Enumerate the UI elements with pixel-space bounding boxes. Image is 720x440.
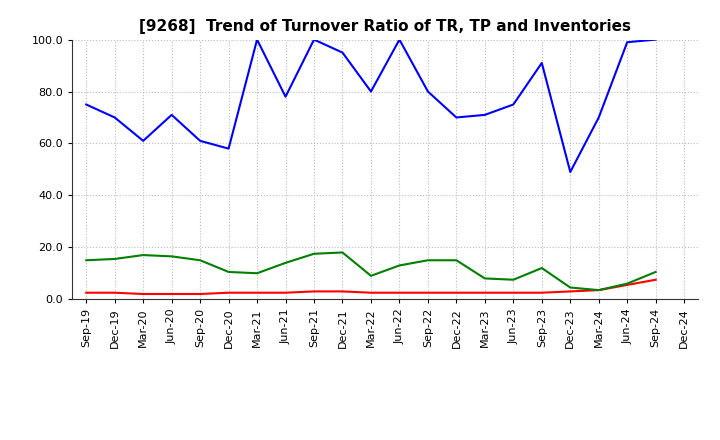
- Trade Payables: [282, 94, 290, 99]
- Inventories: [338, 250, 347, 255]
- Trade Receivables: [423, 290, 432, 295]
- Inventories: [452, 258, 461, 263]
- Trade Payables: [652, 37, 660, 42]
- Inventories: [423, 258, 432, 263]
- Trade Payables: [366, 89, 375, 94]
- Trade Receivables: [395, 290, 404, 295]
- Inventories: [366, 273, 375, 279]
- Line: Trade Payables: Trade Payables: [86, 40, 656, 172]
- Line: Trade Receivables: Trade Receivables: [86, 280, 656, 294]
- Trade Payables: [480, 112, 489, 117]
- Inventories: [225, 269, 233, 275]
- Trade Receivables: [623, 282, 631, 288]
- Inventories: [395, 263, 404, 268]
- Trade Payables: [196, 138, 204, 143]
- Trade Receivables: [82, 290, 91, 295]
- Trade Receivables: [452, 290, 461, 295]
- Inventories: [139, 253, 148, 258]
- Trade Receivables: [480, 290, 489, 295]
- Inventories: [509, 277, 518, 282]
- Trade Payables: [310, 37, 318, 42]
- Trade Payables: [110, 115, 119, 120]
- Inventories: [253, 271, 261, 276]
- Inventories: [110, 257, 119, 262]
- Line: Inventories: Inventories: [86, 253, 656, 290]
- Trade Receivables: [338, 289, 347, 294]
- Inventories: [566, 285, 575, 290]
- Inventories: [595, 287, 603, 293]
- Trade Payables: [595, 115, 603, 120]
- Trade Payables: [225, 146, 233, 151]
- Trade Payables: [452, 115, 461, 120]
- Trade Payables: [509, 102, 518, 107]
- Trade Payables: [82, 102, 91, 107]
- Trade Payables: [167, 112, 176, 117]
- Trade Payables: [623, 40, 631, 45]
- Trade Payables: [139, 138, 148, 143]
- Trade Payables: [395, 37, 404, 42]
- Trade Receivables: [509, 290, 518, 295]
- Trade Payables: [423, 89, 432, 94]
- Trade Receivables: [537, 290, 546, 295]
- Inventories: [196, 258, 204, 263]
- Inventories: [310, 251, 318, 257]
- Inventories: [623, 281, 631, 286]
- Trade Payables: [537, 60, 546, 66]
- Inventories: [82, 258, 91, 263]
- Inventories: [167, 254, 176, 259]
- Trade Receivables: [167, 291, 176, 297]
- Title: [9268]  Trend of Turnover Ratio of TR, TP and Inventories: [9268] Trend of Turnover Ratio of TR, TP…: [139, 19, 631, 34]
- Trade Receivables: [566, 289, 575, 294]
- Trade Receivables: [253, 290, 261, 295]
- Trade Receivables: [595, 287, 603, 293]
- Trade Payables: [566, 169, 575, 175]
- Trade Receivables: [139, 291, 148, 297]
- Trade Receivables: [652, 277, 660, 282]
- Trade Receivables: [196, 291, 204, 297]
- Trade Receivables: [282, 290, 290, 295]
- Inventories: [480, 276, 489, 281]
- Inventories: [537, 265, 546, 271]
- Trade Payables: [253, 37, 261, 42]
- Inventories: [652, 269, 660, 275]
- Trade Receivables: [225, 290, 233, 295]
- Trade Receivables: [366, 290, 375, 295]
- Trade Receivables: [310, 289, 318, 294]
- Trade Receivables: [110, 290, 119, 295]
- Trade Payables: [338, 50, 347, 55]
- Inventories: [282, 260, 290, 265]
